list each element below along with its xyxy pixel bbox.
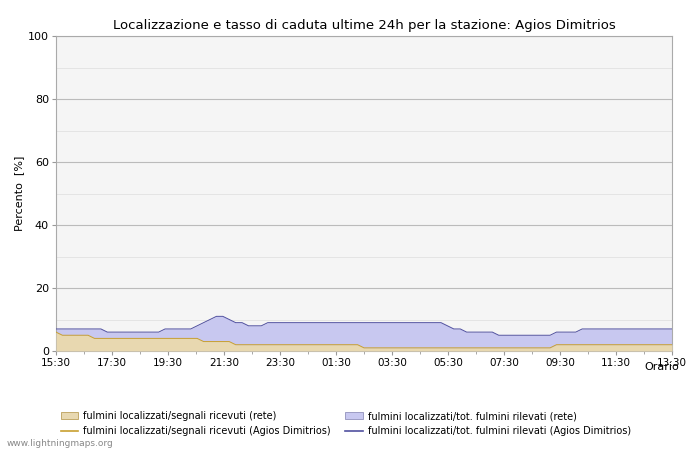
Text: Orario: Orario (644, 362, 679, 372)
Text: www.lightningmaps.org: www.lightningmaps.org (7, 439, 113, 448)
Legend: fulmini localizzati/segnali ricevuti (rete), fulmini localizzati/segnali ricevut: fulmini localizzati/segnali ricevuti (re… (61, 411, 631, 436)
Y-axis label: Percento  [%]: Percento [%] (14, 156, 24, 231)
Title: Localizzazione e tasso di caduta ultime 24h per la stazione: Agios Dimitrios: Localizzazione e tasso di caduta ultime … (113, 19, 615, 32)
